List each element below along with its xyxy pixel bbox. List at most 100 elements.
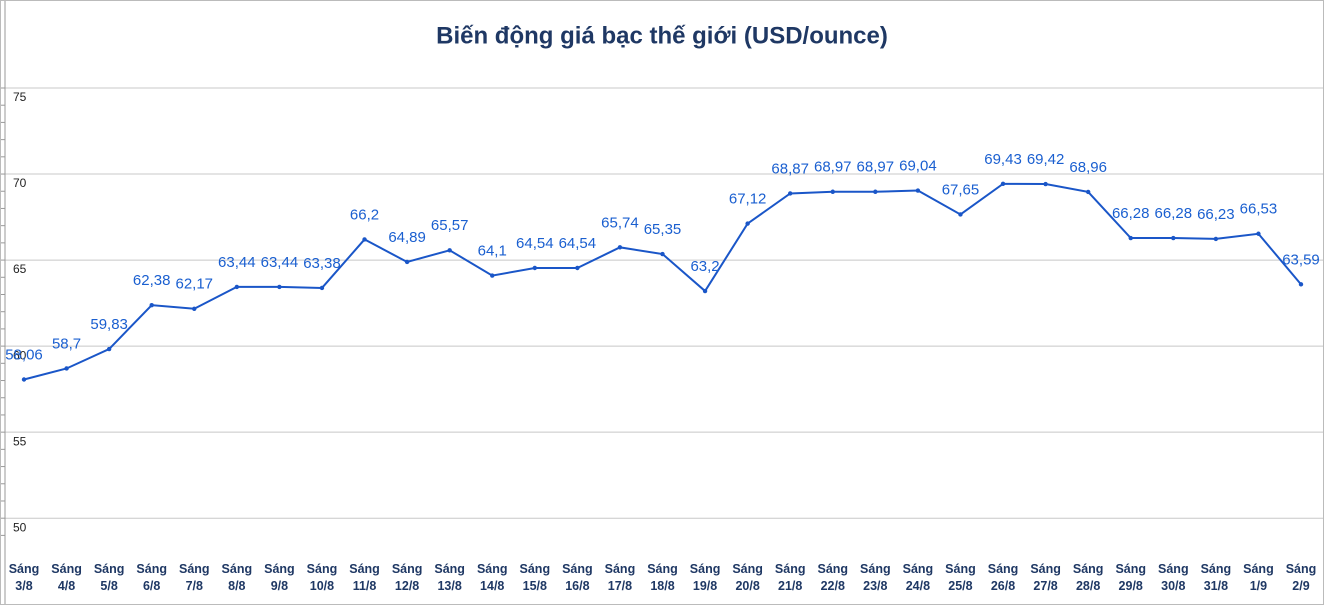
chart-title: Biến động giá bạc thế giới (USD/ounce) [436, 22, 888, 49]
data-label: 65,74 [601, 214, 639, 231]
x-tick-label: Sáng 14/8 [476, 562, 508, 593]
data-point [1256, 231, 1261, 236]
data-label: 64,1 [478, 243, 507, 260]
x-tick-label: Sáng 30/8 [1158, 562, 1189, 593]
data-point [447, 248, 452, 253]
data-point [830, 189, 835, 194]
x-tick-label: Sáng 9/8 [264, 562, 295, 593]
data-point [1298, 282, 1304, 287]
data-label: 67,65 [942, 181, 980, 198]
data-point [277, 284, 282, 290]
data-point [404, 259, 410, 265]
y-tick-label: 50 [13, 520, 27, 534]
data-point [319, 285, 325, 291]
data-point [788, 191, 793, 196]
x-tick-label: Sáng 27/8 [1030, 562, 1061, 593]
x-tick-label: Sáng 25/8 [945, 562, 976, 593]
data-label: 68,87 [771, 160, 809, 177]
data-label: 68,96 [1069, 159, 1107, 176]
data-label: 64,89 [388, 229, 426, 246]
x-tick-label: Sáng 24/8 [902, 562, 934, 593]
x-tick-label: Sáng 15/8 [519, 562, 551, 593]
data-point [106, 346, 112, 352]
data-point [21, 377, 27, 382]
data-label: 58,06 [5, 346, 43, 363]
data-label: 58,7 [52, 335, 81, 352]
data-label: 63,59 [1282, 251, 1320, 268]
data-label: 65,35 [644, 221, 682, 238]
data-label: 64,54 [516, 235, 554, 252]
x-tick-label: Sáng 20/8 [732, 562, 763, 593]
y-tick-label: 60 [13, 348, 27, 362]
data-label: 63,44 [218, 254, 256, 271]
data-point [660, 251, 665, 257]
data-point [1043, 181, 1048, 187]
x-tick-label: Sáng 13/8 [434, 562, 465, 593]
data-point [64, 366, 69, 371]
x-tick-label: Sáng 21/8 [774, 562, 806, 593]
data-point [617, 245, 623, 250]
y-tick-label: 65 [13, 262, 27, 276]
data-point [915, 188, 921, 193]
data-label: 63,2 [690, 258, 719, 275]
data-point [490, 273, 495, 278]
x-tick-label: Sáng 6/8 [136, 562, 167, 593]
data-label: 69,42 [1027, 151, 1065, 168]
data-point [745, 221, 750, 226]
data-point [1085, 189, 1091, 195]
data-point [1000, 181, 1006, 187]
x-tick-label: Sáng 4/8 [51, 562, 82, 593]
y-tick-label: 55 [13, 434, 27, 448]
x-tick-label: Sáng 2/9 [1285, 562, 1317, 593]
x-tick-label: Sáng 18/8 [647, 562, 678, 593]
data-label: 63,38 [303, 255, 341, 272]
data-label: 69,43 [984, 151, 1022, 168]
data-label: 62,38 [133, 272, 171, 289]
x-tick-label: Sáng 1/9 [1243, 562, 1274, 593]
x-tick-label: Sáng 28/8 [1072, 562, 1104, 593]
x-tick-label: Sáng 23/8 [860, 562, 891, 593]
x-tick-label: Sáng 19/8 [689, 562, 721, 593]
x-tick-label: Sáng 29/8 [1115, 562, 1146, 593]
data-label: 66,2 [350, 206, 379, 223]
x-tick-label: Sáng 3/8 [8, 562, 40, 593]
data-label: 67,12 [729, 191, 767, 208]
data-point [873, 189, 878, 194]
data-point [575, 265, 580, 271]
data-label: 66,23 [1197, 206, 1235, 223]
data-point [362, 237, 367, 242]
series-line [23, 182, 1302, 381]
x-tick-label: Sáng 8/8 [221, 562, 253, 593]
x-tick-label: Sáng 12/8 [391, 562, 423, 593]
data-point [532, 265, 537, 271]
x-tick-label: Sáng 5/8 [93, 562, 125, 593]
data-label: 68,97 [857, 159, 895, 176]
data-label: 68,97 [814, 159, 852, 176]
data-label: 63,44 [261, 254, 299, 271]
data-point [1171, 235, 1176, 241]
data-label: 59,83 [90, 316, 128, 333]
data-point [702, 288, 708, 294]
data-label: 66,28 [1155, 205, 1193, 222]
data-point [192, 306, 197, 311]
data-label: 62,17 [175, 276, 213, 293]
x-tick-label: Sáng 31/8 [1200, 562, 1232, 593]
y-tick-label: 70 [13, 176, 27, 190]
x-tick-label: Sáng 16/8 [562, 562, 593, 593]
y-tick-label: 75 [13, 90, 27, 104]
data-point [1128, 235, 1133, 241]
x-tick-label: Sáng 11/8 [349, 562, 380, 593]
data-label: 66,53 [1240, 201, 1278, 218]
x-tick-label: Sáng 10/8 [306, 562, 338, 593]
data-point [1213, 236, 1219, 242]
x-tick-label: Sáng 26/8 [987, 562, 1019, 593]
data-label: 66,28 [1112, 205, 1150, 222]
data-point [958, 212, 963, 217]
x-tick-label: Sáng 17/8 [604, 562, 636, 593]
data-label: 69,04 [899, 158, 937, 175]
data-point [149, 302, 154, 308]
data-point [234, 284, 240, 290]
data-label: 65,57 [431, 217, 469, 234]
